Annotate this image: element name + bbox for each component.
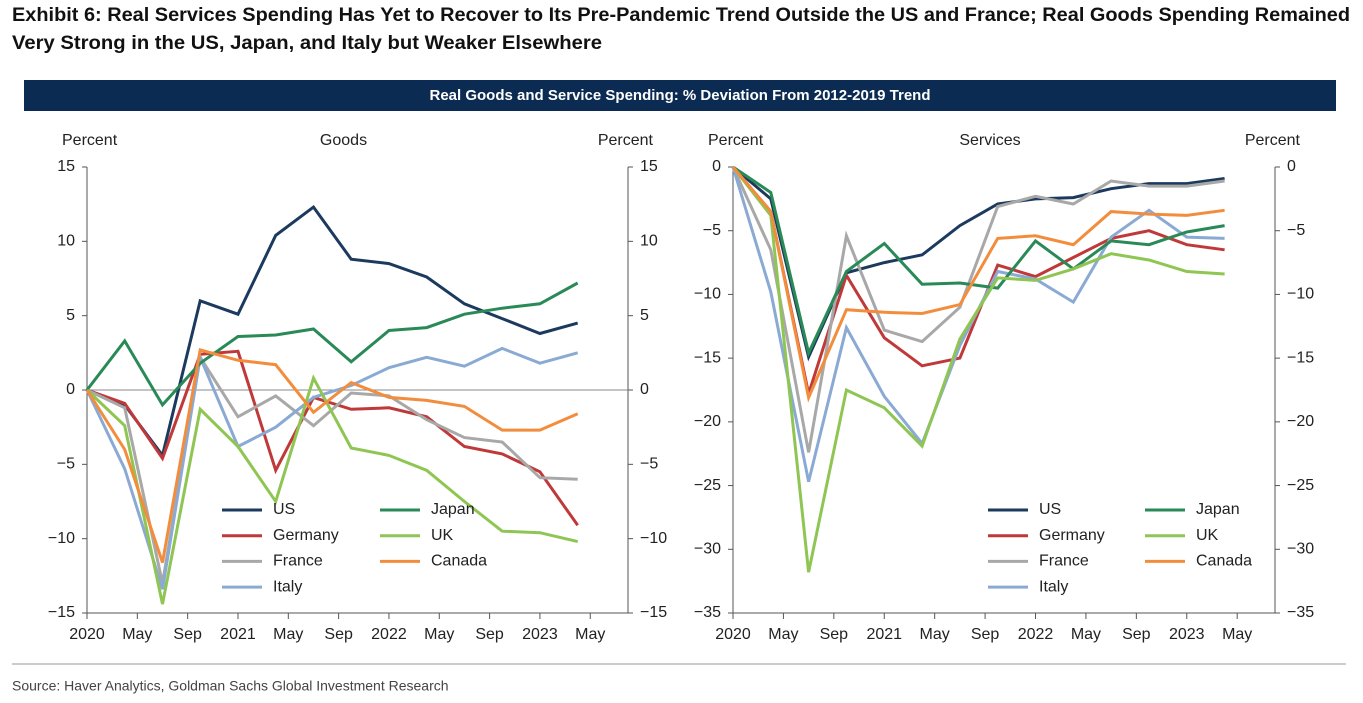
legend-label: France [273, 553, 323, 570]
panel-title: Services [959, 132, 1020, 149]
title-line: Very Strong in the US, Japan, and Italy … [12, 33, 602, 54]
y-tick-label: 0 [712, 158, 721, 175]
y2-tick-label: −20 [1287, 413, 1314, 430]
y2-tick-label: 0 [640, 381, 649, 398]
x-tick-label: Sep [1122, 626, 1151, 643]
x-tick-label: 2023 [1169, 626, 1205, 643]
x-tick-label: May [768, 626, 798, 643]
banner: Real Goods and Service Spending: % Devia… [430, 87, 931, 104]
x-tick-label: Sep [820, 626, 849, 643]
x-tick-label: 2020 [69, 626, 105, 643]
y2-tick-label: −15 [1287, 349, 1314, 366]
y-axis-label: Percent [708, 132, 764, 149]
y-axis-label: Percent [62, 132, 118, 149]
x-tick-label: 2023 [522, 626, 558, 643]
y-tick-label: 10 [57, 233, 75, 250]
source: Source: Haver Analytics, Goldman Sachs G… [12, 678, 449, 694]
banner-bg [24, 80, 1336, 111]
legend-label: Japan [431, 501, 475, 518]
legend-label: Italy [273, 578, 302, 595]
y-tick-label: −25 [694, 477, 721, 494]
legend-label: US [273, 501, 295, 518]
series-line [85, 374, 579, 605]
legend-label: France [1039, 553, 1089, 570]
y2-tick-label: 5 [640, 307, 649, 324]
y-tick-label: −5 [703, 222, 721, 239]
series-line [86, 349, 579, 527]
y2-tick-label: 10 [640, 233, 658, 250]
y2-axis-label: Percent [598, 132, 654, 149]
x-tick-label: May [273, 626, 303, 643]
y-tick-label: 15 [57, 158, 75, 175]
series-line [732, 165, 1225, 358]
series-line [85, 348, 579, 563]
x-tick-label: May [920, 626, 950, 643]
y-tick-label: −35 [694, 604, 721, 621]
legend-label: Canada [431, 553, 487, 570]
y-tick-label: −20 [694, 413, 721, 430]
y2-tick-label: −10 [1287, 286, 1314, 303]
y2-tick-label: −5 [640, 456, 658, 473]
x-tick-label: Sep [475, 626, 504, 643]
y2-tick-label: −25 [1287, 477, 1314, 494]
x-tick-label: May [1071, 626, 1101, 643]
y-tick-label: 5 [66, 307, 75, 324]
x-tick-label: May [575, 626, 605, 643]
legend-label: Germany [1039, 527, 1105, 544]
x-tick-label: 2020 [715, 626, 751, 643]
x-tick-label: Sep [971, 626, 1000, 643]
series-line [85, 346, 579, 590]
series-line [731, 166, 1225, 573]
y-tick-label: −15 [694, 349, 721, 366]
legend-label: Japan [1196, 501, 1240, 518]
x-tick-label: 2021 [866, 626, 902, 643]
x-tick-label: Sep [173, 626, 202, 643]
y2-tick-label: −15 [640, 604, 667, 621]
y-tick-label: −15 [48, 604, 75, 621]
legend-label: Germany [273, 527, 339, 544]
legend-label: US [1039, 501, 1061, 518]
legend-label: UK [431, 527, 454, 544]
y2-tick-label: 0 [1287, 158, 1296, 175]
legend-label: Italy [1039, 578, 1068, 595]
y2-tick-label: 15 [640, 158, 658, 175]
x-tick-label: Sep [324, 626, 353, 643]
series-line [731, 166, 1225, 400]
x-tick-label: May [1222, 626, 1252, 643]
y2-tick-label: −10 [640, 530, 667, 547]
y2-tick-label: −30 [1287, 541, 1314, 558]
y-tick-label: −10 [694, 286, 721, 303]
series-line [731, 166, 1225, 403]
legend-label: Canada [1196, 553, 1252, 570]
title-line: Exhibit 6: Real Services Spending Has Ye… [12, 5, 1350, 26]
x-tick-label: 2022 [371, 626, 407, 643]
series-line [731, 166, 1225, 453]
y-tick-label: −10 [48, 530, 75, 547]
series-line [85, 281, 579, 408]
panel-title: Goods [320, 132, 367, 149]
y-tick-label: −30 [694, 541, 721, 558]
y-tick-label: 0 [66, 381, 75, 398]
x-tick-label: 2022 [1018, 626, 1054, 643]
y2-tick-label: −35 [1287, 604, 1314, 621]
series-line [86, 204, 579, 459]
legend-label: UK [1196, 527, 1219, 544]
y2-axis-label: Percent [1245, 132, 1301, 149]
y2-tick-label: −5 [1287, 222, 1305, 239]
x-tick-label: 2021 [220, 626, 256, 643]
x-tick-label: May [122, 626, 152, 643]
x-tick-label: May [424, 626, 454, 643]
y-tick-label: −5 [57, 456, 75, 473]
